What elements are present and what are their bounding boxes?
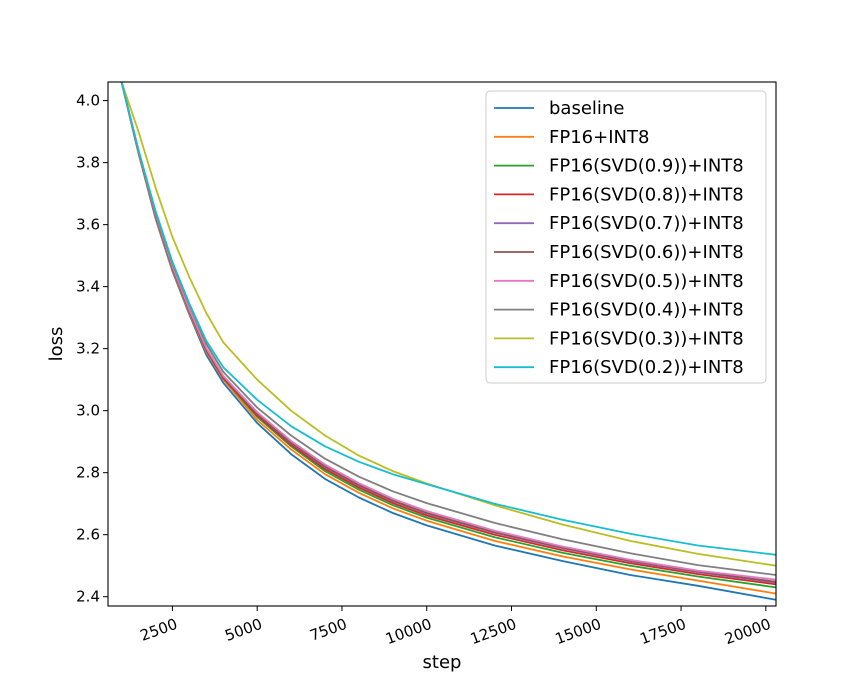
y-axis: 2.4 2.6 2.8 3.0 3.2 3.4 3.6 3.8 4.0 xyxy=(76,92,108,606)
legend: baseline FP16+INT8 FP16(SVD(0.9))+INT8 FP16… xyxy=(485,90,767,384)
y-tick-label: 4.0 xyxy=(76,92,100,110)
plot-frame xyxy=(107,81,777,607)
series-line-9 xyxy=(120,82,776,556)
legend-label-9: FP16(SVD(0.2))+INT8 xyxy=(549,357,744,378)
series-layer xyxy=(120,82,776,601)
legend-label-4: FP16(SVD(0.7))+INT8 xyxy=(549,213,744,234)
x-tick-label: 15000 xyxy=(553,615,604,648)
y-tick-label: 3.2 xyxy=(76,340,100,358)
y-tick-label: 3.6 xyxy=(76,216,100,234)
x-axis-label: step xyxy=(423,652,462,673)
legend-label-7: FP16(SVD(0.4))+INT8 xyxy=(549,300,744,321)
legend-label-1: FP16+INT8 xyxy=(549,127,649,148)
x-tick-label: 17500 xyxy=(637,615,688,648)
legend-label-3: FP16(SVD(0.8))+INT8 xyxy=(549,184,744,205)
legend-label-6: FP16(SVD(0.5))+INT8 xyxy=(549,271,744,292)
y-tick-label: 3.0 xyxy=(76,402,100,420)
legend-label-5: FP16(SVD(0.6))+INT8 xyxy=(549,242,744,263)
legend-box xyxy=(485,90,767,384)
x-tick-label: 12500 xyxy=(468,615,519,648)
y-tick-label: 2.4 xyxy=(76,588,100,606)
y-tick-label: 3.8 xyxy=(76,154,100,172)
y-axis-label: loss xyxy=(46,327,67,362)
x-axis: 2500 5000 7500 10000 12500 15000 17500 20000 xyxy=(138,606,773,648)
x-tick-label: 20000 xyxy=(722,615,773,648)
x-tick-label: 10000 xyxy=(383,615,434,648)
x-tick-label: 7500 xyxy=(307,615,349,645)
y-tick-label: 2.6 xyxy=(76,526,100,544)
legend-label-0: baseline xyxy=(549,98,624,119)
y-tick-label: 2.8 xyxy=(76,464,100,482)
series-line-8 xyxy=(120,82,776,567)
x-tick-label: 2500 xyxy=(138,615,180,645)
legend-label-8: FP16(SVD(0.3))+INT8 xyxy=(549,328,744,349)
y-tick-label: 3.4 xyxy=(76,278,100,296)
x-tick-label: 5000 xyxy=(223,615,265,645)
legend-label-2: FP16(SVD(0.9))+INT8 xyxy=(549,156,744,177)
